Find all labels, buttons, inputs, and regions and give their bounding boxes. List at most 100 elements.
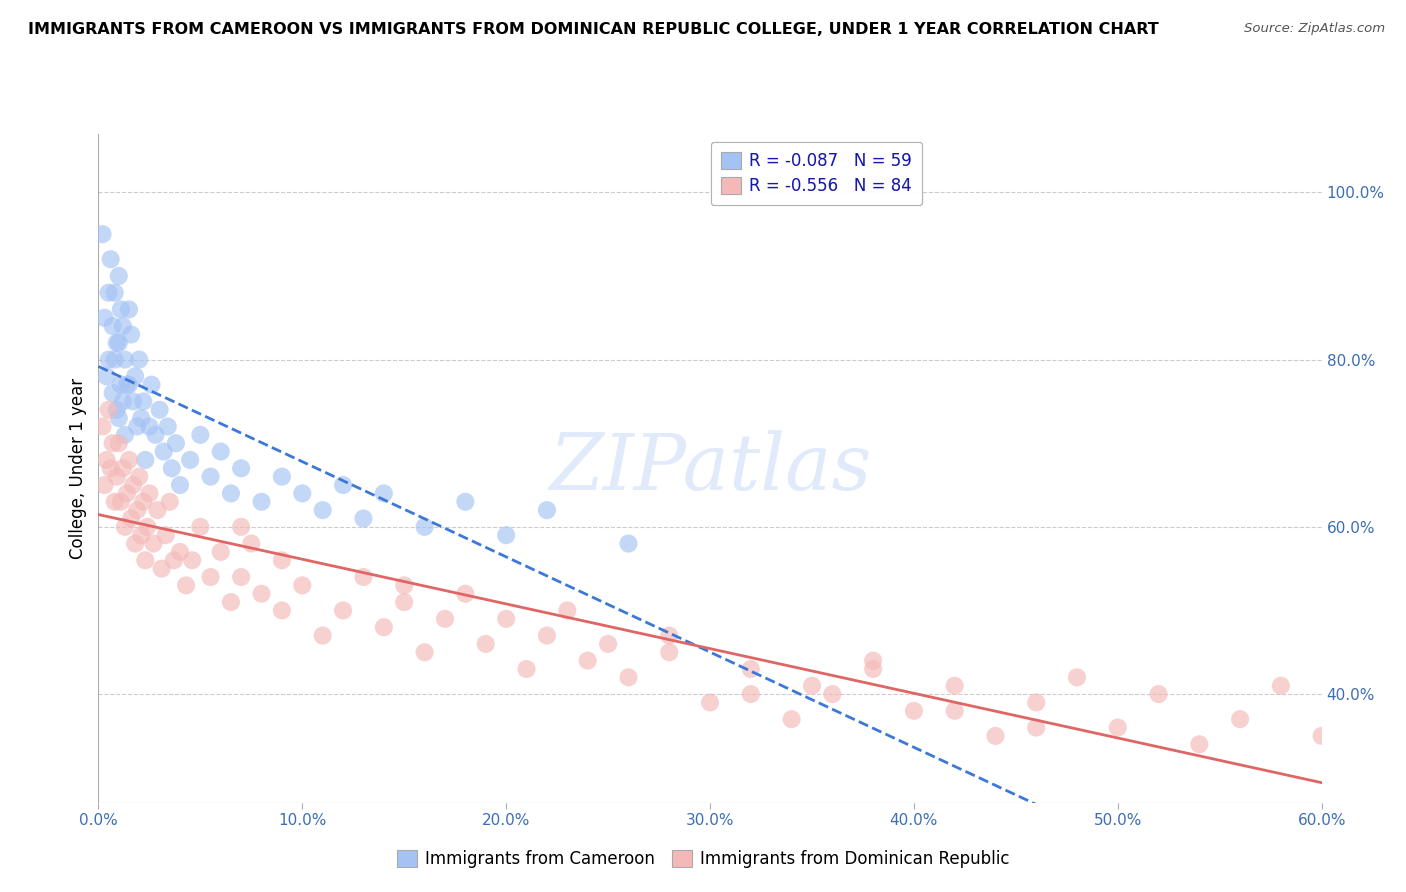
Point [658, 629, 681, 643]
Point [108, 411, 131, 425]
Point [132, 394, 155, 409]
Point [138, 486, 160, 500]
Point [118, 302, 141, 317]
Point [169, 545, 191, 559]
Point [231, 520, 253, 534]
Point [181, 553, 204, 567]
Point [118, 377, 141, 392]
Point [128, 352, 150, 367]
Point [174, 578, 197, 592]
Point [219, 486, 242, 500]
Point [97, 402, 120, 417]
Point [332, 478, 354, 492]
Point [134, 453, 156, 467]
Point [617, 536, 640, 550]
Point [165, 436, 187, 450]
Point [413, 645, 436, 659]
Point [110, 494, 132, 508]
Point [780, 712, 803, 726]
Point [1229, 712, 1251, 726]
Point [200, 469, 222, 483]
Point [155, 528, 177, 542]
Legend: Immigrants from Cameroon, Immigrants from Dominican Republic: Immigrants from Cameroon, Immigrants fro… [389, 843, 1017, 875]
Point [149, 402, 172, 417]
Point [93, 310, 115, 325]
Point [136, 520, 159, 534]
Point [862, 654, 884, 668]
Point [1270, 679, 1292, 693]
Point [188, 520, 212, 534]
Point [495, 528, 517, 542]
Point [312, 629, 335, 643]
Point [984, 729, 1007, 743]
Point [96, 453, 118, 467]
Point [163, 553, 186, 567]
Point [111, 461, 134, 475]
Point [1188, 737, 1211, 751]
Point [114, 520, 136, 534]
Point [127, 503, 149, 517]
Point [801, 679, 824, 693]
Point [101, 319, 124, 334]
Point [209, 545, 232, 559]
Point [104, 494, 127, 508]
Point [200, 570, 222, 584]
Point [1025, 721, 1047, 735]
Point [105, 402, 128, 417]
Point [110, 302, 132, 317]
Point [115, 486, 138, 500]
Point [129, 411, 152, 425]
Point [97, 352, 120, 367]
Point [91, 419, 114, 434]
Point [105, 469, 128, 483]
Point [903, 704, 925, 718]
Point [145, 428, 167, 442]
Point [219, 595, 242, 609]
Point [617, 670, 640, 684]
Point [114, 352, 136, 367]
Point [97, 285, 120, 300]
Point [516, 662, 538, 676]
Point [943, 704, 966, 718]
Point [495, 612, 517, 626]
Point [862, 662, 884, 676]
Point [434, 612, 457, 626]
Point [270, 603, 294, 617]
Point [179, 453, 201, 467]
Point [231, 461, 253, 475]
Point [118, 453, 141, 467]
Point [124, 369, 146, 384]
Point [352, 570, 374, 584]
Text: Source: ZipAtlas.com: Source: ZipAtlas.com [1244, 22, 1385, 36]
Point [134, 553, 156, 567]
Legend: R = -0.087   N = 59, R = -0.556   N = 84: R = -0.087 N = 59, R = -0.556 N = 84 [711, 142, 922, 205]
Point [111, 394, 134, 409]
Point [101, 386, 124, 401]
Y-axis label: College, Under 1 year: College, Under 1 year [69, 377, 87, 559]
Point [1025, 696, 1047, 710]
Point [413, 520, 436, 534]
Point [474, 637, 498, 651]
Point [1147, 687, 1170, 701]
Point [373, 620, 395, 634]
Point [108, 268, 131, 283]
Point [169, 478, 191, 492]
Point [159, 494, 181, 508]
Point [128, 469, 150, 483]
Point [100, 461, 122, 475]
Point [231, 570, 253, 584]
Point [108, 436, 131, 450]
Point [373, 486, 395, 500]
Point [576, 654, 599, 668]
Point [821, 687, 844, 701]
Point [146, 503, 169, 517]
Point [105, 335, 128, 350]
Point [104, 285, 127, 300]
Point [1310, 729, 1333, 743]
Point [270, 469, 294, 483]
Point [699, 696, 721, 710]
Text: ZIPatlas: ZIPatlas [548, 430, 872, 507]
Point [536, 503, 558, 517]
Point [108, 335, 131, 350]
Point [392, 595, 416, 609]
